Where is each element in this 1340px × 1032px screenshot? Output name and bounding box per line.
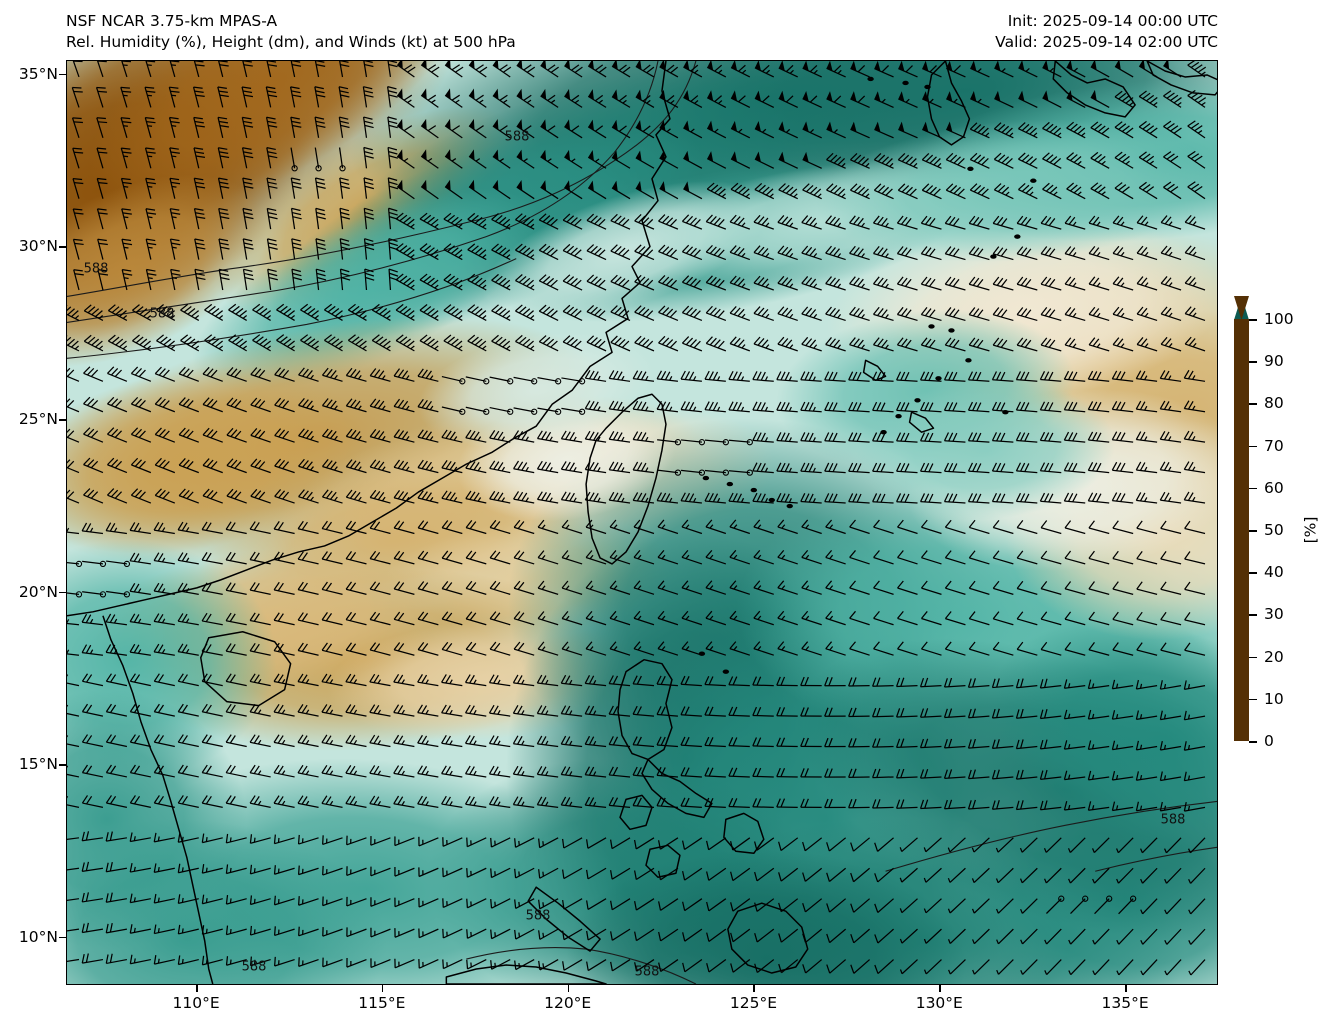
- y-tickmark: [59, 591, 66, 594]
- x-tickmark: [196, 985, 198, 992]
- x-tickmark: [939, 985, 941, 992]
- colorbar-tickmark: [1249, 361, 1257, 363]
- x-tickmark: [753, 985, 756, 992]
- colorbar-tick-label: 30: [1264, 605, 1284, 624]
- colorbar-tickmark: [1249, 698, 1257, 701]
- y-axis-tick-label: 15°N: [18, 755, 58, 774]
- colorbar-tick-label: 40: [1264, 563, 1284, 582]
- x-axis-tick-label: 115°E: [358, 994, 406, 1012]
- colorbar-tick-label: 80: [1264, 394, 1284, 413]
- colorbar-tickmark: [1249, 530, 1257, 532]
- colorbar-tickmark: [1249, 319, 1257, 321]
- colorbar-unit-label: [%]: [1301, 516, 1320, 544]
- colorbar[interactable]: [1234, 296, 1249, 764]
- y-tickmark: [59, 73, 66, 76]
- colorbar-gradient: [1234, 319, 1249, 741]
- colorbar-tickmark: [1249, 614, 1257, 616]
- header-right: Init: 2025-09-14 00:00 UTC Valid: 2025-09…: [995, 11, 1218, 53]
- contour-label: 588: [504, 129, 530, 145]
- colorbar-tickmark: [1249, 445, 1257, 448]
- colorbar-tick-label: 100: [1264, 310, 1294, 328]
- relative-humidity-field: [67, 61, 1217, 984]
- x-axis-tick-label: 110°E: [172, 994, 220, 1012]
- contour-label: 588: [634, 964, 660, 980]
- y-axis-tick-label: 20°N: [18, 582, 58, 601]
- colorbar-under-arrow: [1234, 296, 1249, 320]
- contour-label: 588: [149, 306, 175, 322]
- x-tickmark: [381, 985, 384, 992]
- colorbar-tick-label: 90: [1264, 352, 1284, 371]
- colorbar-tick-label: 20: [1264, 647, 1284, 666]
- colorbar-tick-label: 60: [1264, 478, 1284, 497]
- colorbar-tickmark: [1249, 403, 1257, 405]
- x-tickmark: [567, 985, 570, 992]
- colorbar-tick-label: 70: [1264, 436, 1284, 455]
- contour-label: 588: [1160, 812, 1186, 828]
- x-tickmark: [1125, 985, 1127, 992]
- x-axis-tick-label: 135°E: [1101, 994, 1149, 1012]
- x-axis-tick-label: 120°E: [544, 994, 592, 1012]
- height-contour-layer: [67, 61, 1217, 984]
- y-tickmark: [59, 764, 66, 766]
- y-tickmark: [59, 246, 66, 248]
- colorbar-tick-label: 0: [1264, 732, 1274, 750]
- header-left: NSF NCAR 3.75-km MPAS-A Rel. Humidity (%)…: [66, 11, 516, 53]
- colorbar-tickmark: [1249, 741, 1257, 743]
- model-title: NSF NCAR 3.75-km MPAS-A: [66, 12, 278, 30]
- coastline-layer: [67, 61, 1217, 984]
- init-time: Init: 2025-09-14 00:00 UTC: [1007, 12, 1218, 30]
- y-tickmark: [59, 418, 66, 421]
- y-axis-tick-label: 30°N: [18, 237, 58, 256]
- field-description: Rel. Humidity (%), Height (dm), and Wind…: [66, 33, 516, 51]
- contour-label: 588: [525, 908, 551, 924]
- contour-label: 588: [241, 959, 267, 975]
- colorbar-tickmark: [1249, 487, 1257, 490]
- x-axis-tick-label: 125°E: [729, 994, 778, 1012]
- valid-time: Valid: 2025-09-14 02:00 UTC: [995, 33, 1218, 51]
- y-axis-tick-label: 10°N: [18, 927, 58, 946]
- y-axis-tick-label: 35°N: [18, 64, 58, 83]
- y-tickmark: [59, 936, 66, 939]
- colorbar-tickmark: [1249, 656, 1257, 659]
- y-axis-tick-label: 25°N: [18, 409, 58, 428]
- contour-label: 588: [83, 261, 109, 277]
- colorbar-tick-label: 10: [1264, 689, 1284, 708]
- colorbar-tickmark: [1249, 572, 1257, 574]
- colorbar-tick-label: 50: [1264, 521, 1284, 539]
- wind-barb-layer: [67, 61, 1207, 984]
- map-plot-area[interactable]: 588 588 588 588 588 588 588: [66, 60, 1218, 985]
- x-axis-tick-label: 130°E: [915, 994, 963, 1012]
